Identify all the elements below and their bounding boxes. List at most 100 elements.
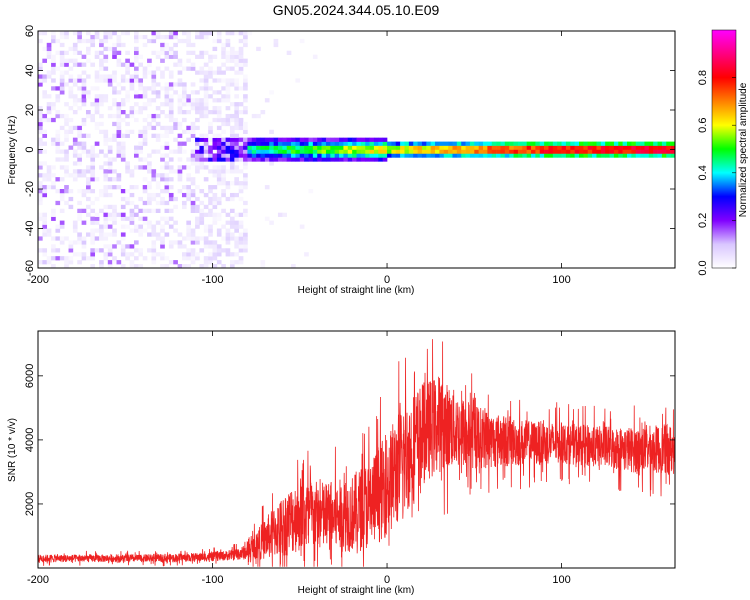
spectrogram-cell [81, 252, 87, 257]
spectrogram-cell [120, 117, 126, 123]
spectrogram-cell [295, 157, 301, 162]
spectrogram-cell [186, 38, 191, 44]
spectrogram-cell [199, 220, 205, 225]
spectrogram-cell [68, 125, 74, 131]
spectrogram-cell [103, 173, 109, 178]
spectrogram-cell [116, 38, 122, 44]
spectrogram-cell [229, 137, 235, 142]
spectrogram-cell [103, 31, 109, 36]
spectrogram-cell [408, 141, 414, 146]
spectrogram-cell [365, 153, 370, 158]
spectrogram-cell [243, 141, 248, 146]
spectrogram-cell [448, 141, 453, 146]
spectrogram-cell [260, 149, 266, 154]
spectrogram-cell [234, 181, 239, 186]
spectrogram-cell [94, 54, 100, 59]
spectrogram-cell [181, 141, 187, 146]
spectrogram-cell [312, 157, 318, 162]
spectrogram-cell [55, 248, 61, 253]
spectrogram-cell [90, 236, 96, 241]
spectrogram-cell [600, 145, 606, 150]
spectrogram-cell [339, 137, 344, 142]
spectrogram-cell [526, 153, 532, 158]
spectrogram-cell [38, 82, 43, 87]
spectrogram-cell [112, 102, 117, 107]
spectrogram-cell [199, 236, 205, 241]
spectrogram-cell [77, 260, 82, 265]
spectrogram-cell [413, 149, 418, 154]
spectrogram-cell [238, 157, 244, 162]
spectrogram-cell [68, 94, 74, 99]
spectrogram-cell [277, 153, 283, 158]
spectrogram-cell [579, 149, 584, 154]
spectrogram-cell [260, 110, 266, 115]
spectrogram-cell [173, 117, 178, 123]
spectrogram-cell [129, 62, 135, 67]
snr-y-tick-label: 6000 [24, 364, 36, 388]
spectrogram-cell [216, 228, 222, 233]
spectrogram-cell [103, 54, 109, 59]
spectrogram-cell [116, 34, 122, 40]
spectrogram-cell [609, 153, 615, 158]
spectrogram-cell [173, 240, 178, 245]
spectrogram-cell [42, 232, 48, 237]
spectrogram-cell [68, 58, 74, 63]
spectrogram-cell [77, 252, 82, 257]
spectrogram-cell [212, 38, 218, 44]
spectrogram-cell [203, 224, 209, 229]
spectrogram-cell [173, 137, 178, 142]
spectrogram-cell [661, 145, 667, 150]
spectrogram-cell [181, 252, 187, 257]
spectrogram-cell [133, 256, 139, 261]
spectrogram-cell [72, 82, 78, 87]
spectrogram-cell [517, 153, 523, 158]
spectrogram-cell [229, 192, 235, 198]
spectrogram-cell [64, 31, 69, 36]
spectrogram-cell [216, 98, 222, 103]
spectrogram-cell [456, 149, 462, 154]
spectrogram-cell [251, 157, 257, 162]
spectrogram-cell [212, 212, 218, 217]
spectrogram-cell [408, 149, 414, 154]
spectrogram-cell [160, 252, 165, 257]
spectrogram-cell [243, 153, 248, 158]
spectrogram-cell [317, 137, 322, 142]
spectrogram-cell [221, 137, 226, 142]
spectrogram-cell [203, 110, 209, 115]
spectrogram-cell [147, 220, 152, 225]
spectrogram-cell [77, 173, 82, 178]
spectrogram-cell [190, 102, 196, 107]
spectrogram-cell [557, 153, 562, 158]
spectrogram-cell [51, 106, 56, 111]
spectrogram-cell [181, 94, 187, 99]
spectrogram-cell [347, 157, 353, 162]
spectrogram-cell [264, 98, 270, 103]
spectrogram-cell [583, 141, 589, 146]
spectrogram-cell [81, 54, 87, 59]
spectrogram-cell [600, 141, 606, 146]
spectrogram-cell [574, 145, 580, 150]
spectrogram-cell [64, 129, 69, 134]
spectrogram-cell [225, 106, 231, 111]
spectrogram-cell [116, 113, 122, 119]
spectrogram-cell [640, 145, 645, 150]
spectrogram-cell [64, 50, 69, 55]
spectrogram-cell [557, 141, 562, 146]
spectrogram-cell [216, 90, 222, 95]
spectrogram-cell [256, 153, 261, 158]
spectrogram-cell [177, 38, 183, 44]
spectrogram-cell [195, 137, 200, 142]
spectrogram-cell [168, 70, 174, 75]
spectrogram-cell [216, 78, 222, 83]
spectrogram-cell [125, 161, 130, 166]
spectrogram-cell [487, 145, 493, 150]
spectrogram-cell [548, 149, 554, 154]
spectrogram-cell [138, 248, 144, 253]
spectrogram-cell [216, 153, 222, 158]
spectrogram-cell [164, 66, 170, 71]
spectrogram-cell [103, 34, 109, 40]
spectrogram-cell [42, 216, 48, 221]
spectrogram-cell [151, 169, 157, 174]
spectrogram-cell [186, 224, 191, 229]
spectrogram-cell [151, 240, 157, 245]
